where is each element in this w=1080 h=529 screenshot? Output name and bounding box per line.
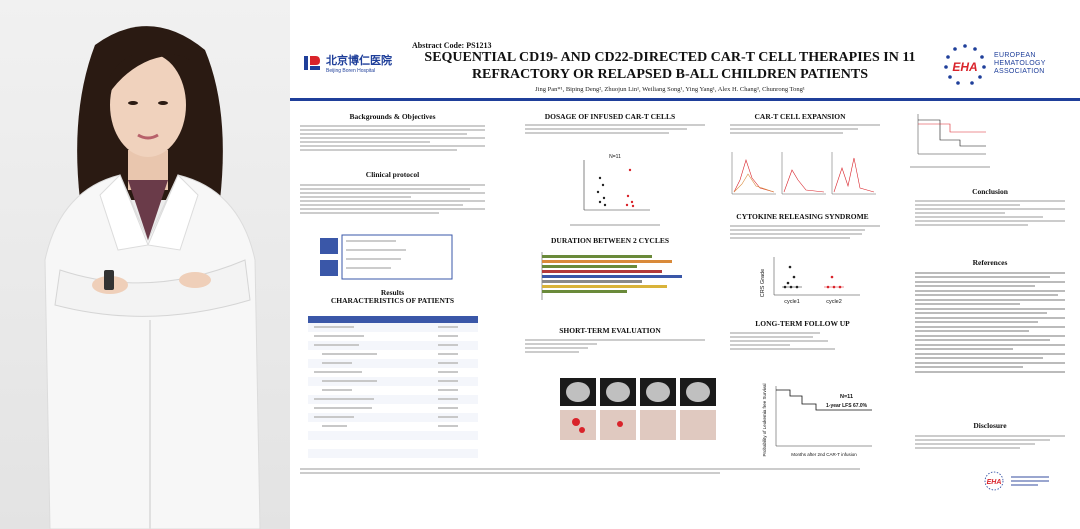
hospital-name-cn: 北京博仁医院 [326,54,392,67]
expansion-line-charts [731,152,876,195]
protocol-diagram [320,234,453,280]
long-term-text [730,330,880,352]
author-list: Jing Pan*¹, Biping Deng², Zhuojun Lin¹, … [535,86,805,93]
cytokine-text [730,223,880,241]
hospital-logo: 北京博仁医院 Beijing Boren Hospital [302,52,392,74]
title-line-2: REFRACTORY OR RELAPSED B-ALL CHILDREN PA… [471,67,869,82]
presenter-photo [0,0,290,529]
km-x-label: Months after 2nd CAR-T infusion [791,452,857,457]
eha-stars-icon: EHA [944,44,986,85]
heading-disclosure: Disclosure [973,421,1007,430]
hospital-name-en: Beijing Boren Hospital [326,68,376,74]
header-divider [290,98,1080,101]
crs-y-label: CRS Grade [760,269,766,297]
heading-dosage: DOSAGE OF INFUSED CAR-T CELLS [544,112,676,121]
svg-text:EHA: EHA [987,479,1002,486]
heading-clinical-protocol: Clinical protocol [365,170,420,179]
heading-duration: DURATION BETWEEN 2 CYCLES [550,236,669,245]
footer-eha-icon: EHA [984,471,1004,491]
crs-x-cycle2: cycle2 [826,299,842,305]
heading-background: Backgrounds & Objectives [349,112,436,121]
footer-affiliations [300,466,860,476]
title-line-1: SEQUENTIAL CD19- AND CD22-DIRECTED CAR-T… [424,50,916,65]
km-n: N=11 [840,394,853,400]
eha-name: EUROPEAN HEMATOLOGY ASSOCIATION [994,52,1046,75]
references-list [915,269,1065,375]
poster-title: SEQUENTIAL CD19- AND CD22-DIRECTED CAR-T… [410,49,930,83]
heading-results: Results [380,288,405,297]
heading-cytokine: CYTOKINE RELEASING SYNDROME [736,212,869,221]
kaplan-meier-plot: Probability of Leukemia free Survival N=… [762,383,872,457]
heading-short-term: SHORT-TERM EVALUATION [559,326,661,335]
hospital-mark-icon [304,56,320,70]
presenter-figure [44,26,261,529]
clinical-protocol-text [300,182,485,216]
km-lfs: 1-year LFS 67.0% [826,403,868,409]
heading-characteristics: CHARACTERISTICS OF PATIENTS [330,296,455,305]
characteristics-table [308,316,478,458]
conclusion-text [915,198,1065,228]
disclosure-text [915,433,1065,451]
eha-mark-text: EHA [952,60,977,74]
footer-eha-logo: EHA [980,470,1049,492]
dosage-text [525,122,705,136]
heading-references: References [972,258,1008,267]
dosage-scatter-plot: N=11 [583,154,650,211]
km-y-label: Probability of Leukemia free Survival [762,383,767,456]
dosage-caption [570,222,660,228]
duration-bar-chart [541,252,682,300]
eha-logo: EHA EUROPEAN HEMATOLOGY ASSOCIATION [940,42,1046,86]
pet-ct-images [558,374,718,442]
short-term-text [525,337,705,355]
abstract-code: Abstract Code: PS1213 [412,41,492,50]
heading-long-term: LONG-TERM FOLLOW UP [755,319,850,328]
heading-expansion: CAR-T CELL EXPANSION [754,112,846,121]
scientific-poster: 北京博仁医院 Beijing Boren Hospital Abstract C… [290,0,1080,529]
crs-grade-plot: CRS Grade cycle1 cycle2 [760,257,860,305]
right-top-chart [917,114,986,155]
crs-x-cycle1: cycle1 [784,299,800,305]
right-top-caption [910,164,990,170]
expansion-text [730,122,880,136]
background-text-block [300,123,485,153]
dosage-plot-n: N=11 [609,154,621,160]
heading-conclusion: Conclusion [972,187,1008,196]
